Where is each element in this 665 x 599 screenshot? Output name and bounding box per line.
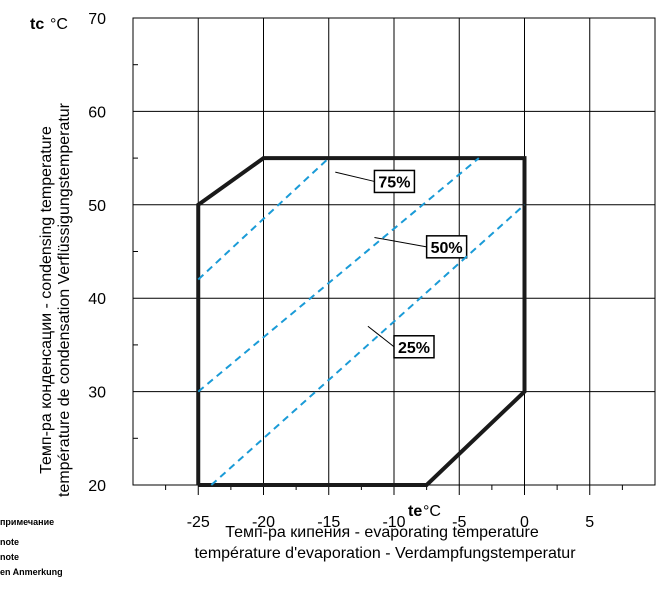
grid <box>132 17 656 495</box>
x-axis-label-line-1: Темп-ра кипения - evaporating temperatur… <box>225 524 539 541</box>
x-tick-label: 5 <box>585 514 594 531</box>
y-tick-label: 60 <box>88 104 106 121</box>
x-tick-label: -10 <box>382 514 405 531</box>
y-axis-label: Темп-ра конденсации - condensing tempera… <box>38 102 73 497</box>
y-unit: °C <box>50 16 68 33</box>
x-tick-label: -15 <box>317 514 340 531</box>
y-symbol: tc <box>30 16 44 33</box>
leader-line <box>335 171 375 182</box>
leader-line <box>374 236 427 248</box>
y-axis-label-line-2: température de condensation Verflüssigun… <box>56 102 73 497</box>
series-label: 75% <box>378 174 410 191</box>
side-note-3: note <box>0 552 19 562</box>
y-tick-label: 30 <box>88 385 106 402</box>
series-label-box <box>393 335 435 359</box>
tick-labels: 20 30 40 50 60 70 -25 -20 -15 -10 -5 0 5 <box>88 11 594 531</box>
series-layer: 75% 50% 25% <box>197 157 526 486</box>
side-note-4: en Anmerkung <box>0 567 63 577</box>
x-tick-label: 0 <box>520 514 529 531</box>
x-tick-label: -5 <box>452 514 466 531</box>
series-label-box <box>373 169 416 194</box>
y-tick-label: 20 <box>88 478 106 495</box>
x-axis-label-line-2: température d'evaporation - Verdampfungs… <box>194 545 576 562</box>
envelope-layer <box>196 156 527 487</box>
x-symbol: te <box>408 503 422 520</box>
series-label-box <box>425 235 468 259</box>
x-unit: °C <box>423 503 441 520</box>
x-tick-label: -25 <box>187 514 210 531</box>
series-line-75 <box>197 157 330 281</box>
series-label: 25% <box>398 340 430 357</box>
leader-line <box>367 325 395 348</box>
series-line-50 <box>197 157 480 393</box>
y-tick-label: 50 <box>88 198 106 215</box>
side-note-1: примечание <box>0 517 54 527</box>
y-tick-label: 40 <box>88 291 106 308</box>
series-line-25 <box>210 204 526 486</box>
series-label: 50% <box>431 240 463 257</box>
envelope-outline <box>196 156 527 487</box>
y-tick-label: 70 <box>88 11 106 28</box>
x-tick-label: -20 <box>252 514 275 531</box>
y-axis-label-line-1: Темп-ра конденсации - condensing tempera… <box>38 126 55 474</box>
side-note-2: note <box>0 537 19 547</box>
